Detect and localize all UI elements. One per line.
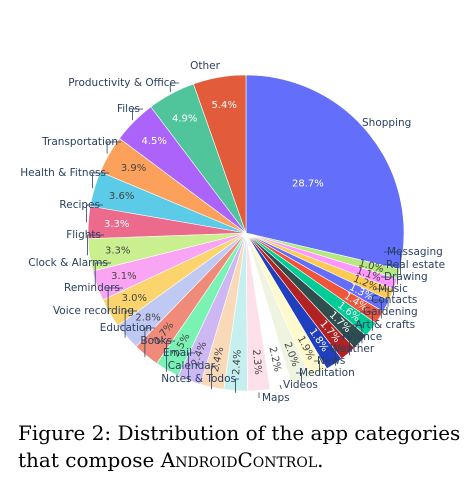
- category-label-other: Other: [190, 60, 220, 72]
- category-label-voice-recording: Voice recording: [53, 305, 134, 317]
- slice-percent-health-and-fitness: 3.6%: [109, 191, 134, 202]
- category-label-contacts: Contacts: [371, 294, 417, 306]
- leader-line-meditation: [296, 372, 302, 383]
- category-label-real-estate: Real estate: [386, 259, 445, 271]
- category-label-gardening: Gardening: [363, 306, 418, 318]
- slice-percent-files: 4.5%: [141, 136, 166, 147]
- leader-line-art-and-crafts: [352, 324, 363, 344]
- leader-line-music: [375, 288, 389, 307]
- category-label-transportation: Transportation: [41, 136, 118, 148]
- category-label-education: Education: [100, 322, 152, 334]
- caption-prefix: Figure 2: Distribution of the app catego…: [18, 421, 461, 472]
- category-label-recipes: Recipes: [59, 199, 100, 211]
- slice-percent-voice-recording: 2.8%: [135, 312, 160, 323]
- category-label-clock-and-alarms: Clock & Alarms: [28, 257, 108, 269]
- pie-slice-other: [193, 74, 247, 234]
- category-label-maps: Maps: [262, 392, 290, 404]
- slice-percent-recipes: 3.3%: [104, 219, 129, 230]
- leader-line-files: [132, 108, 143, 121]
- slice-percent-reminders: 3.0%: [122, 293, 147, 304]
- category-label-music: Music: [378, 283, 408, 295]
- category-label-email: Email: [163, 347, 192, 359]
- category-label-notes-and-todos: Notes & Todos: [161, 373, 236, 385]
- leader-line-books: [166, 340, 175, 372]
- leader-line-messaging: [384, 251, 401, 275]
- slice-percent-other: 5.4%: [211, 100, 236, 111]
- leader-line-flights: [87, 234, 104, 256]
- category-label-videos: Videos: [283, 379, 318, 391]
- leader-line-calendar: [211, 365, 218, 390]
- category-label-reminders: Reminders: [64, 282, 120, 294]
- figure-caption: Figure 2: Distribution of the app catego…: [18, 420, 468, 474]
- category-label-flights: Flights: [66, 229, 101, 241]
- slice-percent-productivity-and-office: 4.9%: [172, 113, 197, 124]
- slice-percent-maps: 2.3%: [250, 349, 263, 375]
- leader-line-videos: [279, 384, 282, 390]
- pie-chart: 28.7%1.0%1.1%1.2%1.3%1.4%1.6%1.7%1.7%1.8…: [20, 60, 445, 404]
- category-label-drawing: Drawing: [384, 271, 428, 283]
- leader-line-productivity-and-office: [169, 82, 179, 92]
- leader-line-notes-and-todos: [235, 378, 239, 393]
- leader-line-weather: [327, 348, 336, 366]
- leader-line-gardening: [360, 311, 373, 331]
- leader-line-reminders: [107, 287, 123, 315]
- slice-percent-notes-and-todos: 2.4%: [231, 349, 244, 375]
- caption-dataset-name: AndroidControl: [160, 448, 318, 472]
- category-label-shopping: Shopping: [362, 117, 411, 129]
- category-label-news: News: [317, 355, 345, 367]
- leader-line-clock-and-alarms: [94, 262, 111, 287]
- category-label-weather: Weather: [330, 343, 375, 355]
- category-label-books: Books: [140, 335, 172, 347]
- category-label-meditation: Meditation: [299, 367, 355, 379]
- leader-line-finance: [339, 336, 350, 356]
- category-label-files: Files: [117, 103, 140, 115]
- slice-percent-transportation: 3.9%: [121, 163, 146, 174]
- leader-line-news: [314, 360, 320, 376]
- slice-percent-shopping: 28.7%: [292, 178, 324, 189]
- category-label-messaging: Messaging: [387, 246, 443, 258]
- leader-line-health-and-fitness: [92, 172, 109, 189]
- leader-line-education: [144, 327, 155, 357]
- leader-line-drawing: [381, 276, 394, 296]
- leader-line-contacts: [368, 299, 382, 319]
- leader-line-transportation: [106, 141, 121, 154]
- category-label-productivity-and-office: Productivity & Office: [68, 77, 176, 89]
- leader-line-real-estate: [383, 264, 398, 285]
- leader-line-email: [188, 352, 195, 383]
- slice-percent-videos: 2.2%: [266, 346, 282, 373]
- slice-percent-clock-and-alarms: 3.1%: [111, 271, 136, 282]
- category-label-health-and-fitness: Health & Fitness: [20, 167, 106, 179]
- pie-slice-shopping: [245, 74, 405, 270]
- category-label-art-and-crafts: Art & crafts: [355, 319, 415, 331]
- leader-line-voice-recording: [124, 310, 137, 338]
- caption-suffix: .: [317, 448, 324, 472]
- leader-line-recipes: [86, 204, 103, 223]
- slice-percent-flights: 3.3%: [105, 246, 130, 257]
- category-label-finance: Finance: [342, 331, 382, 343]
- category-label-calendar: Calendar: [168, 360, 216, 372]
